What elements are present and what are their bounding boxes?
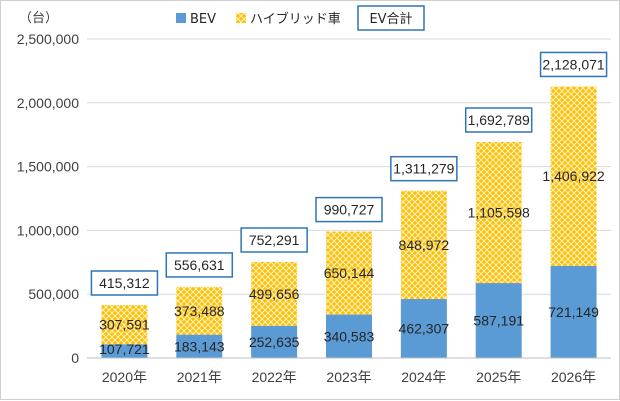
data-label-hybrid: 499,656 (249, 286, 300, 302)
y-tick-label: 2,000,000 (17, 95, 79, 111)
data-label-total: 2,128,071 (542, 56, 604, 72)
bar-bev (550, 265, 597, 358)
data-label-bev: 462,307 (399, 321, 450, 337)
y-tick-label: 500,000 (28, 286, 79, 302)
axes: 0 500,000 1,000,000 1,500,000 2,000,000 2,500… (17, 11, 611, 385)
legend-label-hybrid: ハイブリッド車 (250, 11, 341, 27)
y-tick-label: 0 (71, 350, 79, 366)
data-label-hybrid: 373,488 (174, 303, 225, 319)
y-unit-label: （台） (19, 11, 58, 26)
bar-bev (326, 314, 372, 358)
legend-box-total (357, 5, 425, 31)
data-label-bev: 721,149 (548, 304, 599, 320)
data-label-hybrid: 307,591 (99, 317, 150, 333)
x-tick-label: 2020年 (102, 369, 147, 385)
total-label-box (464, 107, 533, 133)
data-label-bev: 340,583 (324, 328, 375, 344)
data-label-hybrid: 848,972 (399, 237, 450, 253)
x-tick-label: 2026年 (551, 369, 596, 385)
bar-bev (475, 283, 522, 358)
data-label-hybrid: 650,144 (324, 265, 375, 281)
bar-bev (400, 299, 447, 358)
x-tick-label: 2025年 (476, 369, 521, 385)
data-label-total: 1,692,789 (468, 112, 530, 128)
total-label-box (165, 252, 234, 278)
legend: BEV ハイブリッド車 EV合計 (176, 5, 425, 31)
total-label-box (390, 155, 458, 182)
data-label-bev: 107,721 (99, 341, 150, 357)
data-label-total: 415,312 (99, 275, 150, 291)
bar-hybrid (550, 86, 597, 266)
data-labels: 107,721 307,591 415,312 183,143 373,488 556,6… (90, 51, 608, 357)
data-label-hybrid: 1,406,922 (542, 168, 604, 184)
legend-swatch-bev (176, 13, 186, 23)
data-label-bev: 252,635 (249, 334, 300, 350)
x-tick-label: 2021年 (177, 369, 222, 385)
data-label-total: 556,631 (174, 257, 225, 273)
data-label-total: 1,311,279 (393, 161, 454, 177)
y-tick-label: 2,500,000 (17, 31, 79, 47)
bar-hybrid (176, 286, 223, 335)
x-tick-label: 2023年 (326, 369, 371, 385)
x-tick-label: 2024年 (401, 369, 446, 385)
data-label-total: 752,291 (249, 232, 300, 248)
bar-hybrid (326, 231, 372, 315)
legend-label-bev: BEV (190, 12, 216, 27)
bar-bev (176, 334, 223, 358)
data-label-bev: 183,143 (174, 338, 225, 354)
legend-swatch-hybrid (236, 13, 246, 23)
bar-hybrid (251, 262, 298, 326)
bar-hybrid (475, 142, 522, 284)
data-label-bev: 587,191 (473, 313, 524, 329)
total-label-box (90, 270, 159, 296)
y-tick-label: 1,000,000 (17, 222, 79, 238)
legend-label-total: EV合計 (369, 11, 412, 27)
total-label-box (240, 227, 308, 253)
x-tick-label: 2022年 (252, 369, 297, 385)
data-label-total: 990,727 (324, 202, 375, 218)
bar-bev (101, 344, 148, 358)
y-tick-label: 1,500,000 (17, 159, 79, 175)
total-label-box (539, 51, 608, 78)
total-label-box (315, 196, 383, 223)
bars (101, 86, 597, 358)
bar-bev (251, 325, 298, 358)
bar-hybrid (400, 190, 447, 300)
bar-hybrid (101, 305, 148, 345)
data-label-hybrid: 1,105,598 (468, 205, 530, 221)
